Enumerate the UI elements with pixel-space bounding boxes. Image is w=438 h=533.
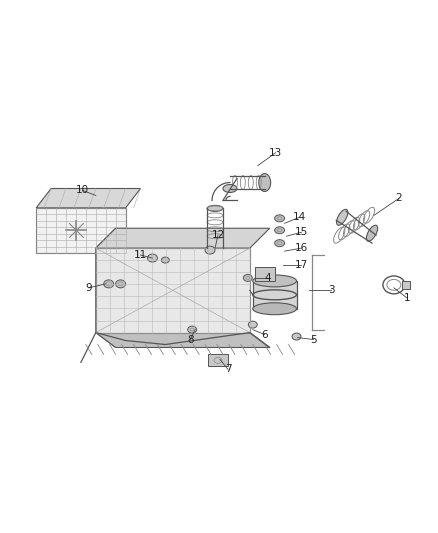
Text: 6: 6 xyxy=(261,329,268,340)
Text: 8: 8 xyxy=(187,335,194,344)
Ellipse shape xyxy=(148,254,157,262)
Bar xyxy=(255,267,275,281)
Bar xyxy=(402,281,410,289)
Ellipse shape xyxy=(292,333,301,340)
Text: 15: 15 xyxy=(295,227,308,237)
Text: 10: 10 xyxy=(76,185,89,196)
Ellipse shape xyxy=(116,280,126,288)
Bar xyxy=(36,208,126,253)
Ellipse shape xyxy=(205,246,215,254)
Ellipse shape xyxy=(253,275,297,287)
Ellipse shape xyxy=(275,215,285,222)
Text: 9: 9 xyxy=(85,283,92,293)
Ellipse shape xyxy=(248,321,257,328)
Ellipse shape xyxy=(244,274,252,281)
Polygon shape xyxy=(96,228,116,348)
Text: 14: 14 xyxy=(293,212,306,222)
Ellipse shape xyxy=(366,225,378,241)
Ellipse shape xyxy=(161,257,170,263)
Ellipse shape xyxy=(275,227,285,233)
Ellipse shape xyxy=(223,184,237,192)
Polygon shape xyxy=(208,354,228,366)
Text: 4: 4 xyxy=(265,273,271,283)
Ellipse shape xyxy=(275,240,285,247)
Polygon shape xyxy=(96,248,250,333)
Text: 2: 2 xyxy=(396,193,402,204)
Text: 17: 17 xyxy=(295,260,308,270)
Text: 3: 3 xyxy=(328,285,335,295)
Ellipse shape xyxy=(253,303,297,314)
Text: 5: 5 xyxy=(310,335,317,344)
Polygon shape xyxy=(96,333,270,348)
Polygon shape xyxy=(36,189,141,208)
Ellipse shape xyxy=(188,326,197,333)
Bar xyxy=(253,281,297,309)
Text: 16: 16 xyxy=(295,243,308,253)
Ellipse shape xyxy=(259,174,271,191)
Text: 11: 11 xyxy=(134,250,147,260)
Ellipse shape xyxy=(104,280,114,288)
Polygon shape xyxy=(36,208,126,253)
Text: 13: 13 xyxy=(269,148,282,158)
Polygon shape xyxy=(96,228,270,248)
Text: 1: 1 xyxy=(403,293,410,303)
Ellipse shape xyxy=(336,209,348,225)
Ellipse shape xyxy=(207,205,223,212)
Text: 12: 12 xyxy=(212,230,225,240)
Text: 7: 7 xyxy=(225,365,231,374)
